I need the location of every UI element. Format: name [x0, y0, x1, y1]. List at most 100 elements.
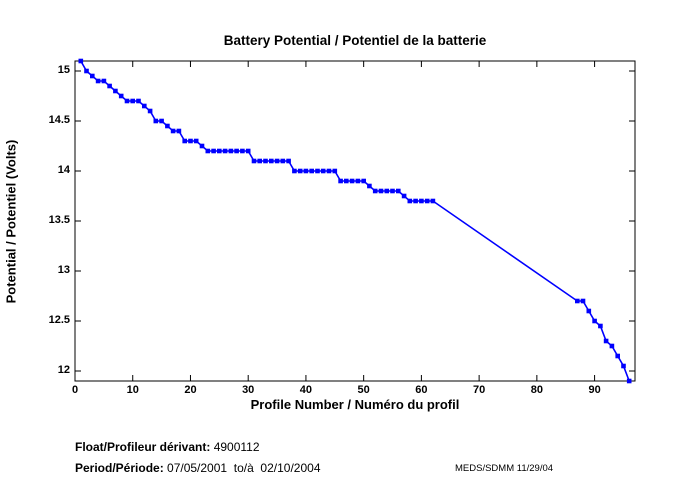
data-point-marker [338, 178, 343, 184]
data-point-marker [615, 353, 620, 359]
data-point-marker [407, 198, 413, 204]
data-point-marker [188, 138, 193, 144]
y-tick-label: 13.5 [48, 214, 70, 226]
x-tick-label: 0 [71, 384, 79, 396]
data-point-marker [621, 363, 626, 369]
float-id-line: Float/Profileur dérivant: 4900112 [75, 440, 260, 454]
data-point-marker [130, 98, 135, 104]
data-point-marker [205, 148, 211, 154]
data-point-marker [245, 148, 251, 154]
data-point-marker [142, 103, 147, 109]
data-point-marker [349, 178, 355, 184]
period-line: Period/Période: 07/05/2001 to/à 02/10/20… [75, 461, 321, 475]
data-point-marker [424, 198, 430, 204]
period-value: 07/05/2001 to/à 02/10/2004 [163, 461, 321, 475]
period-label: Period/Période: [75, 461, 164, 475]
data-point-marker [84, 68, 89, 74]
data-point-marker [90, 73, 95, 79]
agency-datestamp: MEDS/SDMM 11/29/04 [455, 463, 554, 474]
data-point-marker [367, 183, 372, 189]
data-point-marker [609, 343, 615, 349]
data-point-marker [580, 298, 586, 304]
data-point-marker [222, 148, 228, 154]
data-point-marker [309, 168, 314, 174]
data-point-marker [257, 158, 262, 164]
data-point-marker [240, 148, 245, 154]
x-tick-label: 60 [415, 384, 428, 396]
data-point-marker [147, 108, 153, 114]
data-point-marker [384, 188, 390, 194]
data-point-marker [269, 158, 274, 164]
data-point-marker [292, 168, 297, 174]
data-point-marker [280, 158, 286, 164]
x-tick-label: 80 [530, 384, 543, 396]
y-tick-label: 15 [57, 64, 70, 76]
data-point-marker [107, 83, 112, 89]
data-point-marker [413, 198, 418, 204]
data-point-marker [332, 168, 338, 174]
x-tick-label: 10 [126, 384, 139, 396]
data-point-marker [217, 148, 222, 154]
data-point-marker [165, 123, 170, 129]
data-point-marker [355, 178, 361, 184]
data-point-marker [199, 143, 205, 149]
data-point-marker [430, 198, 436, 204]
data-point-marker [136, 98, 141, 104]
data-point-marker [153, 118, 159, 124]
data-point-marker [118, 93, 124, 99]
data-point-marker [124, 98, 130, 104]
x-tick-label: 40 [299, 384, 313, 396]
data-point-marker [598, 323, 603, 329]
y-tick-label: 12.5 [48, 314, 70, 326]
data-point-marker [592, 318, 597, 324]
data-point-marker [234, 148, 239, 154]
data-point-marker [344, 178, 349, 184]
x-tick-label: 30 [242, 384, 255, 396]
battery-potential-line [80, 60, 630, 382]
data-point-marker [390, 188, 395, 194]
data-point-marker [361, 178, 366, 184]
x-tick-label: 20 [184, 384, 197, 396]
x-axis-label: Profile Number / Numéro du profil [250, 397, 460, 412]
float-id-label: Float/Profileur dérivant: [75, 440, 211, 454]
data-point-marker [286, 158, 291, 164]
y-tick-label: 14.5 [48, 114, 70, 126]
data-point-marker [193, 138, 199, 144]
y-tick-label: 14 [57, 164, 70, 176]
data-point-marker [320, 168, 326, 174]
data-point-marker [396, 188, 401, 194]
data-point-marker [315, 168, 320, 174]
data-point-marker [211, 148, 216, 154]
data-point-marker [170, 128, 176, 134]
data-point-marker [113, 88, 118, 94]
data-point-marker [303, 168, 309, 174]
x-tick-label: 70 [472, 384, 486, 396]
data-point-marker [78, 58, 84, 64]
x-tick-label: 50 [357, 384, 370, 396]
chart-title: Battery Potential / Potentiel de la batt… [223, 33, 487, 48]
data-point-marker [575, 298, 580, 304]
data-point-marker [274, 158, 280, 164]
y-tick-label: 13 [57, 264, 70, 276]
data-point-marker [401, 193, 407, 199]
data-point-marker [372, 188, 378, 194]
data-point-marker [326, 168, 332, 174]
x-tick-label: 90 [588, 384, 601, 396]
data-point-marker [176, 128, 182, 134]
axes-frame [74, 60, 636, 382]
data-point-marker [95, 78, 101, 84]
data-point-marker [101, 78, 107, 84]
data-point-marker [228, 148, 234, 154]
data-point-marker [251, 158, 257, 164]
y-tick-label: 12 [57, 364, 70, 376]
data-point-marker [626, 378, 632, 384]
data-point-marker [419, 198, 424, 204]
data-point-marker [603, 338, 609, 344]
data-point-marker [159, 118, 164, 124]
data-point-marker [378, 188, 384, 194]
data-point-marker [586, 308, 592, 314]
data-point-marker [182, 138, 187, 144]
data-point-marker [297, 168, 303, 174]
